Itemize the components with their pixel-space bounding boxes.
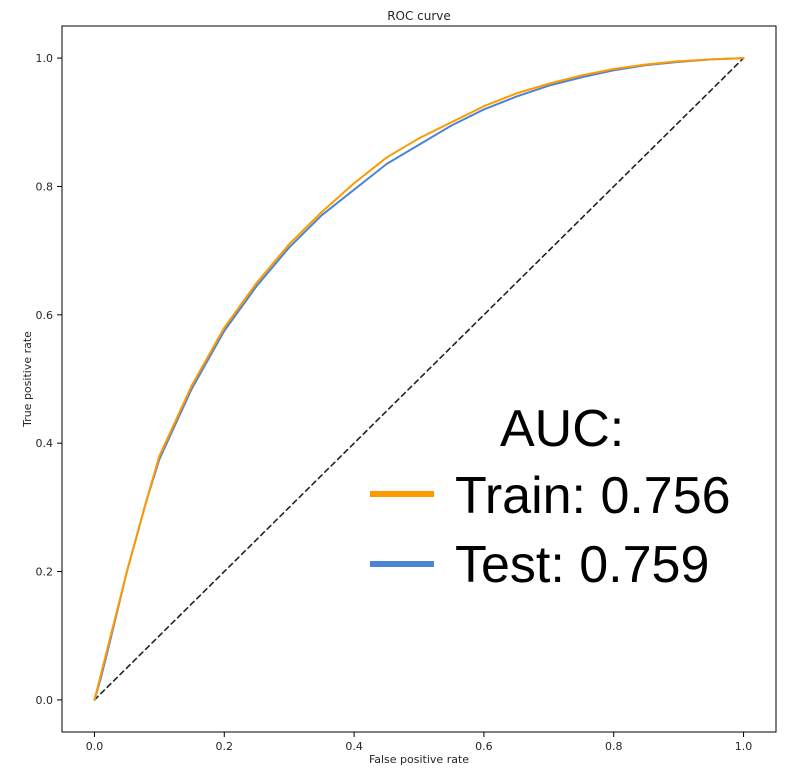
y-tick-label: 0.6: [36, 309, 54, 322]
y-tick-label: 0.0: [36, 694, 54, 707]
chance-diagonal-line: [93, 57, 745, 701]
y-tick-label: 1.0: [36, 52, 54, 65]
legend-train-label: Train: 0.756: [455, 467, 731, 525]
y-tick-label: 0.4: [36, 437, 54, 450]
legend-title: AUC:: [500, 400, 624, 458]
x-tick-label: 0.8: [605, 740, 623, 753]
legend: AUC: Train: 0.756 Test: 0.759: [370, 400, 731, 594]
x-tick-label: 0.6: [475, 740, 493, 753]
legend-test-label: Test: 0.759: [455, 536, 709, 594]
x-axis-label: False positive rate: [369, 753, 469, 766]
x-tick-label: 0.4: [345, 740, 363, 753]
chart-title: ROC curve: [387, 9, 451, 23]
y-axis-label: True positive rate: [21, 331, 34, 428]
plot-area: [61, 25, 777, 733]
x-tick-label: 1.0: [735, 740, 753, 753]
x-tick-label: 0.2: [216, 740, 234, 753]
y-tick-label: 0.2: [36, 566, 54, 579]
x-tick-label: 0.0: [86, 740, 104, 753]
train-roc-line: [93, 57, 745, 701]
y-tick-label: 0.8: [36, 180, 54, 193]
